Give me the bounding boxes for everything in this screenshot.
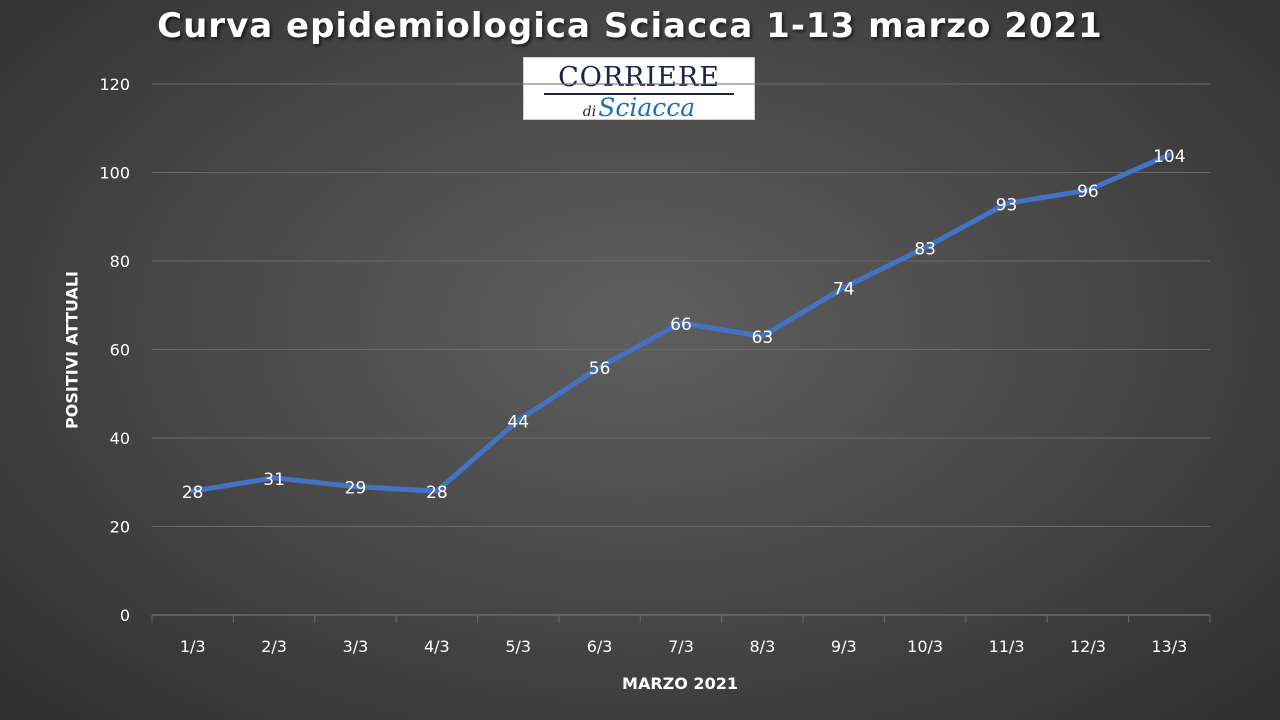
x-tick-label: 8/3	[750, 637, 776, 656]
data-point	[1085, 187, 1091, 193]
data-point	[434, 488, 440, 494]
data-label: 31	[263, 470, 285, 490]
data-point	[190, 488, 196, 494]
y-tick-label: 40	[110, 429, 130, 448]
x-tick-label: 4/3	[424, 637, 450, 656]
logo-top-text: CORRIERE	[558, 62, 720, 93]
data-label: 63	[752, 328, 774, 348]
data-point	[515, 417, 521, 423]
data-label: 74	[833, 280, 855, 300]
data-point	[922, 245, 928, 251]
data-point	[1004, 200, 1010, 206]
logo-bottom-text: diSciacca	[524, 93, 754, 122]
data-point	[1166, 152, 1172, 158]
data-label: 83	[914, 240, 936, 260]
x-tick-label: 7/3	[668, 637, 694, 656]
data-label: 29	[345, 479, 367, 499]
x-tick-label: 5/3	[505, 637, 531, 656]
y-axis-label: POSITIVI ATTUALI	[62, 271, 82, 429]
corriere-di-sciacca-logo: CORRIERE diSciacca	[523, 57, 755, 122]
data-label: 66	[670, 315, 692, 335]
x-tick-label: 9/3	[831, 637, 857, 656]
x-tick-label: 12/3	[1070, 637, 1106, 656]
data-point	[352, 484, 358, 490]
x-axis-label: MARZO 2021	[622, 674, 738, 693]
data-point	[841, 285, 847, 291]
y-tick-label: 0	[120, 606, 130, 625]
y-tick-label: 80	[110, 252, 130, 271]
y-tick-label: 20	[110, 518, 130, 537]
data-label: 44	[507, 412, 529, 432]
chart-title: Curva epidemiologica Sciacca 1-13 marzo …	[157, 6, 1103, 46]
data-label: 93	[996, 195, 1018, 215]
x-tick-label: 3/3	[343, 637, 369, 656]
data-point	[271, 475, 277, 481]
data-label: 96	[1077, 182, 1099, 202]
logo-di: di	[582, 104, 597, 120]
data-label: 28	[182, 483, 204, 503]
data-label: 56	[589, 359, 611, 379]
x-tick-label: 2/3	[261, 637, 287, 656]
logo-sciacca: Sciacca	[598, 93, 696, 122]
data-label: 104	[1153, 147, 1185, 167]
y-tick-label: 120	[99, 75, 130, 94]
logo-rule	[544, 93, 734, 95]
x-tick-label: 1/3	[180, 637, 206, 656]
data-label: 28	[426, 483, 448, 503]
x-tick-label: 6/3	[587, 637, 613, 656]
y-tick-label: 100	[99, 164, 130, 183]
data-point	[678, 320, 684, 326]
x-tick-label: 10/3	[907, 637, 943, 656]
y-tick-label: 60	[110, 341, 130, 360]
data-point	[597, 364, 603, 370]
x-tick-label: 13/3	[1151, 637, 1187, 656]
x-tick-label: 11/3	[989, 637, 1025, 656]
data-point	[759, 333, 765, 339]
